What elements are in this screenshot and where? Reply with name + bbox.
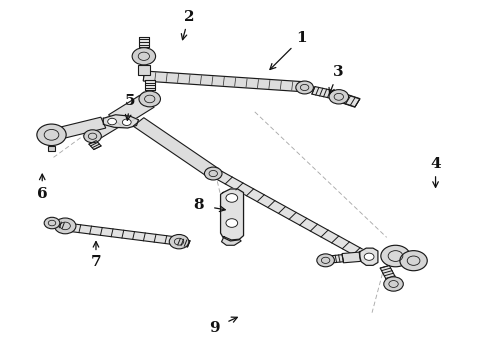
Polygon shape — [394, 253, 415, 264]
Text: 8: 8 — [193, 198, 204, 212]
Circle shape — [169, 234, 189, 249]
Text: 7: 7 — [91, 256, 101, 270]
Circle shape — [329, 90, 348, 104]
Polygon shape — [178, 239, 190, 247]
Circle shape — [54, 218, 76, 234]
Polygon shape — [145, 80, 155, 90]
Polygon shape — [215, 171, 370, 261]
Polygon shape — [221, 237, 241, 245]
Circle shape — [122, 119, 131, 126]
Circle shape — [317, 254, 334, 267]
Polygon shape — [328, 255, 343, 263]
Polygon shape — [312, 86, 335, 98]
Polygon shape — [68, 224, 177, 245]
Polygon shape — [143, 71, 304, 92]
Polygon shape — [57, 117, 106, 139]
Polygon shape — [89, 140, 101, 149]
Circle shape — [400, 251, 427, 271]
Circle shape — [139, 91, 160, 107]
Polygon shape — [139, 37, 149, 47]
Text: 2: 2 — [184, 10, 194, 24]
Polygon shape — [103, 115, 139, 128]
Circle shape — [384, 277, 403, 291]
Circle shape — [226, 219, 238, 227]
Circle shape — [296, 81, 314, 94]
Polygon shape — [336, 93, 360, 107]
Text: 4: 4 — [430, 157, 441, 171]
Circle shape — [226, 194, 238, 202]
Circle shape — [132, 48, 156, 65]
Polygon shape — [138, 65, 150, 75]
Text: 9: 9 — [209, 321, 220, 335]
Polygon shape — [337, 93, 360, 107]
Circle shape — [37, 124, 66, 145]
Polygon shape — [109, 95, 154, 127]
Polygon shape — [48, 145, 55, 151]
Polygon shape — [360, 248, 378, 265]
Polygon shape — [53, 221, 64, 228]
Circle shape — [204, 167, 222, 180]
Circle shape — [108, 118, 117, 125]
Polygon shape — [88, 116, 121, 139]
Text: 3: 3 — [333, 66, 343, 80]
Polygon shape — [220, 189, 244, 241]
Circle shape — [44, 217, 60, 229]
Polygon shape — [133, 118, 219, 177]
Polygon shape — [380, 265, 396, 281]
Circle shape — [364, 253, 374, 260]
Polygon shape — [342, 252, 361, 263]
Circle shape — [381, 245, 410, 267]
Circle shape — [84, 130, 101, 143]
Text: 5: 5 — [125, 94, 135, 108]
Text: 6: 6 — [37, 186, 48, 201]
Text: 1: 1 — [296, 31, 307, 45]
